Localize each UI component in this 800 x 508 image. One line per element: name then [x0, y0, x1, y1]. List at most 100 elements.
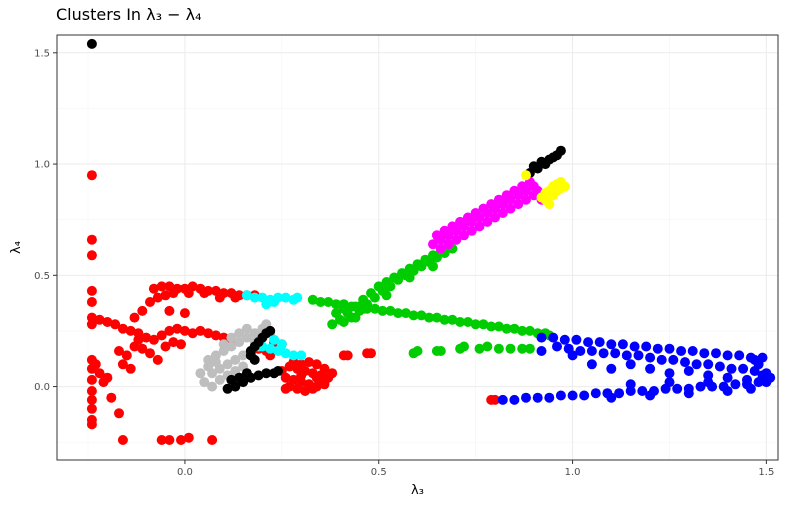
data-point: [86, 374, 97, 385]
data-point: [431, 230, 442, 241]
data-point: [521, 392, 531, 403]
data-point: [311, 359, 322, 370]
data-point: [734, 350, 745, 361]
data-point: [393, 308, 404, 319]
data-point: [86, 403, 97, 414]
data-point: [385, 305, 396, 316]
data-point: [505, 203, 516, 214]
data-point: [319, 363, 330, 374]
data-point: [338, 299, 349, 310]
data-point: [164, 435, 175, 445]
data-point: [641, 341, 652, 352]
data-point: [521, 170, 531, 181]
data-point: [435, 346, 446, 356]
data-point: [145, 297, 155, 307]
data-point: [714, 361, 725, 372]
data-point: [245, 350, 256, 361]
data-point: [172, 323, 183, 334]
data-point: [652, 343, 663, 354]
y-tick-label: 0.0: [34, 382, 50, 393]
data-point: [606, 339, 617, 350]
data-point: [610, 348, 621, 359]
data-point: [307, 383, 318, 394]
data-point: [633, 350, 644, 361]
data-point: [509, 185, 520, 196]
data-point: [241, 323, 252, 334]
data-point: [552, 341, 562, 352]
data-point: [160, 341, 171, 352]
data-point: [148, 334, 159, 345]
data-point: [474, 221, 485, 232]
data-point: [555, 183, 566, 194]
data-point: [664, 368, 675, 379]
data-point: [226, 332, 237, 343]
data-point: [749, 354, 760, 365]
data-point: [524, 325, 535, 336]
data-point: [478, 319, 489, 330]
data-point: [86, 250, 97, 261]
data-point: [416, 310, 427, 321]
data-point: [269, 334, 280, 345]
data-point: [590, 388, 601, 399]
x-tick-label: 1.5: [758, 467, 774, 478]
data-point: [621, 350, 632, 361]
data-point: [273, 366, 283, 376]
data-point: [393, 274, 404, 285]
data-point: [176, 339, 186, 350]
data-point: [509, 394, 520, 405]
data-point: [121, 350, 132, 361]
data-point: [517, 325, 528, 336]
data-point: [451, 234, 462, 245]
data-point: [203, 361, 214, 372]
data-point: [342, 350, 353, 361]
data-point: [152, 292, 163, 303]
data-point: [656, 354, 667, 365]
plot-panel: [56, 34, 779, 461]
data-point: [501, 323, 512, 334]
data-point: [594, 337, 605, 348]
data-point: [90, 359, 101, 370]
data-point: [86, 386, 97, 396]
data-point: [280, 292, 291, 303]
data-point: [428, 239, 438, 250]
data-point: [544, 199, 555, 210]
data-point: [470, 208, 481, 218]
data-point: [110, 319, 121, 330]
data-point: [493, 194, 504, 205]
data-point: [362, 303, 373, 314]
data-point: [505, 343, 516, 354]
chart-title: Clusters In λ₃ − λ₄: [56, 5, 202, 24]
data-point: [102, 317, 113, 327]
data-point: [408, 310, 419, 321]
data-point: [404, 272, 415, 283]
data-point: [664, 377, 675, 388]
data-point: [311, 372, 322, 383]
y-axis: 0.0 0.5 1.0 1.5: [34, 48, 57, 393]
data-point: [687, 346, 698, 356]
data-point: [664, 343, 675, 354]
data-point: [691, 359, 702, 370]
data-point: [117, 435, 128, 445]
data-point: [117, 359, 128, 370]
data-point: [528, 161, 539, 172]
data-point: [168, 288, 179, 299]
data-point: [431, 312, 442, 323]
data-point: [350, 312, 361, 323]
data-point: [381, 290, 392, 301]
data-point: [536, 156, 547, 167]
data-point: [199, 288, 210, 299]
data-point: [125, 325, 136, 336]
data-point: [234, 372, 245, 383]
data-point: [292, 383, 303, 394]
data-point: [156, 435, 167, 445]
data-point: [86, 234, 97, 245]
data-point: [226, 374, 237, 385]
data-point: [722, 372, 733, 383]
data-point: [152, 354, 163, 365]
data-point: [645, 363, 656, 374]
data-point: [548, 152, 559, 163]
data-point: [230, 292, 241, 303]
data-point: [486, 199, 497, 210]
data-point: [280, 348, 291, 359]
data-point: [222, 359, 233, 370]
